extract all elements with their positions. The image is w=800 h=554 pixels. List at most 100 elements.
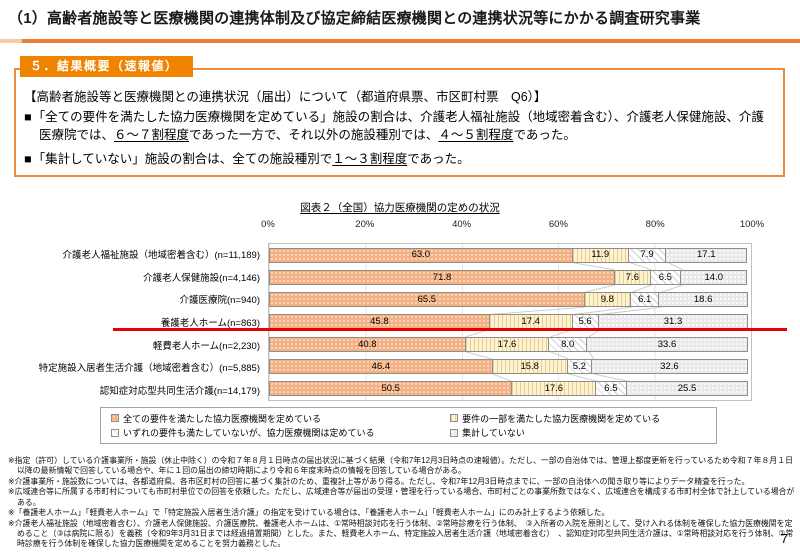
bullet-text-underlined: １～３割程度	[332, 152, 408, 167]
footnote: ※広域連合等に所属する市町村についても市町村単位での回答を依頼した。ただし、広域…	[8, 487, 795, 507]
stacked-bar: 40.8 17.6 8.0 33.6	[269, 336, 751, 352]
stacked-bar: 45.8 17.4 5.6 31.3	[269, 314, 751, 330]
bar-segment: 5.2	[566, 359, 592, 375]
bullet-text-underlined: ４～５割程度	[438, 128, 514, 143]
category-label: 軽費老人ホーム(n=2,230)	[152, 340, 260, 352]
axis-tick-label: 40%	[452, 219, 472, 230]
legend-swatch-orange-icon	[111, 414, 119, 423]
bar-segment: 7.9	[628, 247, 667, 263]
axis-tick-label: 80%	[645, 219, 665, 230]
bar-segment: 15.8	[491, 359, 568, 375]
category-label: 介護老人保健施設(n=4,146)	[143, 272, 260, 284]
bullet-list: ■「全ての要件を満たした協力医療機関を定めている」施設の割合は、介護老人福祉施設…	[24, 108, 772, 174]
bar-segment: 9.8	[583, 292, 631, 308]
bar-segment: 17.4	[488, 314, 573, 330]
bar-segment: 7.6	[614, 269, 651, 285]
stacked-bar: 65.5 9.8 6.1 18.6	[269, 292, 751, 308]
bullet-text: であった一方で、それ以外の施設種別では、	[189, 128, 439, 143]
axis-tick-label: 0%	[261, 219, 275, 230]
figure-title: 図表２（全国）協力医療機関の定めの状況	[300, 202, 500, 214]
value-label: 33.6	[657, 338, 677, 350]
bar-segment: 14.0	[680, 269, 748, 285]
bar-segment: 50.5	[269, 381, 513, 397]
value-label: 18.6	[693, 293, 713, 305]
legend-swatch-gray-icon	[450, 428, 459, 437]
stacked-bar: 50.5 17.6 6.5 25.5	[269, 381, 751, 397]
legend-item: 集計していない	[450, 426, 706, 439]
bar-segment: 6.5	[595, 381, 627, 397]
axis-tick-label: 20%	[355, 219, 375, 230]
red-underline-annotation	[113, 328, 787, 331]
connector-lines	[465, 262, 684, 382]
value-label: 17.4	[521, 316, 540, 328]
bar-segment: 65.5	[269, 292, 585, 308]
bar-row: 50.5 17.6 6.5 25.5	[269, 378, 751, 400]
page-title: （1）高齢者施設等と医療機関の連携体制及び協定締結医療機関との連携状況等にかかる…	[8, 10, 701, 27]
value-label: 5.6	[578, 316, 592, 328]
bullet-item: ■「全ての要件を満たした協力医療機関を定めている」施設の割合は、介護老人福祉施設…	[24, 108, 772, 144]
legend-label: 集計していない	[462, 428, 525, 439]
bar-segment: 6.5	[649, 269, 682, 285]
value-label: 6.5	[604, 383, 618, 395]
bullet-text-underlined: ６～７割程度	[114, 128, 190, 143]
value-label: 7.9	[640, 249, 654, 261]
value-label: 40.8	[358, 338, 377, 350]
bullet-item: ■「集計していない」施設の割合は、全ての施設種別で１～３割程度であった。	[24, 150, 772, 168]
bullet-marker: ■	[24, 110, 32, 124]
category-label: 認知症対応型共同生活介護(n=14,179)	[99, 385, 260, 397]
summary-box	[14, 68, 785, 177]
bar-row: 45.8 17.4 5.6 31.3	[269, 311, 751, 333]
value-label: 8.0	[561, 338, 575, 350]
footnote: ※介護老人福祉施設（地域密着含む）、介護老人保健施設、介護医療院、養護老人ホーム…	[8, 518, 794, 549]
bar-row: 63.0 11.9 7.9 17.1	[269, 244, 751, 266]
bullet-text: 「集計していない」施設の割合は、全ての施設種別で	[32, 152, 333, 167]
summary-heading: 【高齢者施設等と医療機関との連携状況（届出）について（都道府県票、市区町村票 Q…	[24, 90, 547, 104]
value-label: 50.5	[381, 383, 400, 395]
value-label: 63.0	[411, 249, 431, 261]
category-label: 養護老人ホーム(n=863)	[160, 318, 260, 330]
axis-tick-label: 60%	[548, 219, 568, 230]
bar-segment: 46.4	[269, 359, 493, 375]
value-label: 14.0	[704, 271, 724, 283]
value-label: 32.6	[660, 360, 679, 372]
axis-tick-label: 100%	[739, 219, 765, 230]
bar-row: 65.5 9.8 6.1 18.6	[269, 289, 751, 311]
value-label: 17.1	[697, 249, 716, 261]
footnotes: ※指定（許可）している介護事業所・施設（休止中除く）の令和７年８月１日時点の届出…	[8, 456, 796, 550]
chart-legend: 全ての要件を満たした協力医療機関を定めている 要件の一部を満たした協力医療機関を…	[100, 407, 717, 444]
value-label: 11.9	[591, 249, 610, 261]
value-label: 46.4	[371, 360, 391, 372]
bullet-text: であった。	[513, 128, 576, 143]
value-label: 15.8	[520, 360, 539, 372]
bar-segment: 11.9	[571, 247, 629, 263]
bar-segment: 17.1	[665, 247, 748, 263]
legend-item: 全ての要件を満たした協力医療機関を定めている	[111, 412, 450, 425]
value-label: 25.5	[677, 383, 697, 395]
stacked-bar: 71.8 7.6 6.5 14.0	[269, 269, 751, 285]
legend-label: 全ての要件を満たした協力医療機関を定めている	[123, 413, 322, 424]
x-axis: 0% 20% 40% 60% 80% 100%	[261, 219, 764, 231]
value-label: 17.6	[544, 383, 564, 395]
category-label: 介護老人福祉施設（地域密着含む）(n=11,189)	[62, 250, 260, 262]
bar-segment: 40.8	[269, 336, 466, 352]
bar-row: 40.8 17.6 8.0 33.6	[269, 333, 751, 355]
bar-segment: 33.6	[586, 336, 748, 352]
bar-segment: 25.5	[625, 381, 749, 397]
bullet-marker: ■	[24, 152, 32, 167]
category-label: 特定施設入居者生活介護（地域密着含む）(n=5,885)	[38, 363, 260, 375]
legend-label: いずれの要件も満たしていないが、協力医療機関は定めている	[123, 428, 375, 439]
bar-segment: 32.6	[590, 359, 748, 375]
value-label: 45.8	[370, 316, 389, 328]
section-badge: ５．結果概要（速報値）	[20, 56, 193, 77]
value-label: 5.2	[572, 360, 586, 372]
value-label: 6.5	[658, 271, 672, 283]
bar-segment: 18.6	[658, 292, 748, 308]
value-label: 6.1	[638, 293, 652, 305]
bar-segment: 8.0	[548, 336, 588, 352]
bar-row: 71.8 7.6 6.5 14.0	[269, 266, 751, 288]
value-label: 65.5	[417, 293, 437, 305]
value-label: 17.6	[497, 338, 517, 350]
bar-segment: 45.8	[269, 314, 490, 330]
footnote: ※「養護老人ホーム」「軽費老人ホーム」で「特定施設入居者生活介護」の指定を受けて…	[8, 508, 610, 518]
